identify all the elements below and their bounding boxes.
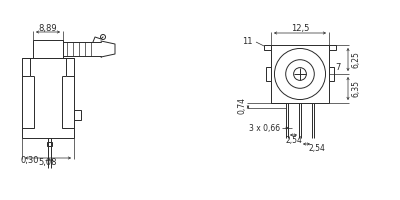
Text: 12,5: 12,5 xyxy=(291,24,309,33)
Bar xyxy=(329,45,336,50)
Bar xyxy=(264,45,271,50)
Bar xyxy=(271,45,329,103)
Bar xyxy=(74,110,81,120)
Bar xyxy=(22,58,74,138)
Text: 0,30: 0,30 xyxy=(20,156,39,164)
Text: 2,54: 2,54 xyxy=(308,144,325,154)
Text: 0,74: 0,74 xyxy=(237,97,246,114)
Bar xyxy=(46,142,52,146)
Text: 5,08: 5,08 xyxy=(39,158,57,168)
Bar xyxy=(33,40,63,58)
Text: 2,54: 2,54 xyxy=(285,136,302,144)
Text: 3 x 0,66: 3 x 0,66 xyxy=(249,123,280,132)
Bar xyxy=(329,67,334,81)
Text: 6,25: 6,25 xyxy=(351,51,360,68)
Text: 11: 11 xyxy=(242,36,252,46)
Text: 6,35: 6,35 xyxy=(351,80,360,97)
Text: 8,89: 8,89 xyxy=(39,23,57,32)
Bar xyxy=(266,67,271,81)
Text: 7: 7 xyxy=(335,64,341,72)
